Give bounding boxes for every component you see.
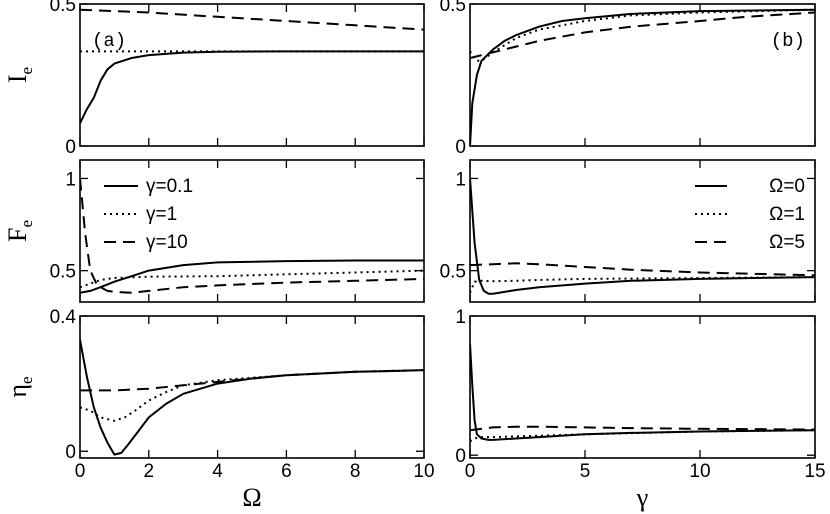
panel-label: (b) (771, 30, 805, 52)
x-axis-label: γ (636, 483, 649, 512)
x-tick-label: 10 (689, 461, 710, 482)
legend-label: Ω=0 (769, 176, 805, 197)
x-tick-label: 0 (465, 461, 476, 482)
y-axis-label-subscript: e (17, 376, 36, 384)
panel-eta-vs-Omega: 0 2 4 6 8 10 0 0.4 ηe Ω (3, 307, 435, 512)
y-axis-label: ηe (3, 376, 36, 397)
x-tick-label: 4 (212, 461, 223, 482)
series-line-solid (470, 178, 815, 295)
x-tick-label: 15 (804, 461, 825, 482)
plot-frame (469, 159, 816, 303)
y-tick-label: 0.4 (50, 307, 77, 328)
y-tick-label: 1 (65, 169, 76, 190)
series-line-dotted (80, 269, 424, 289)
plot-frame (469, 3, 816, 147)
x-axis-label: Ω (242, 483, 261, 512)
x-tick-label: 2 (144, 461, 155, 482)
y-axis-label: Ie (3, 67, 36, 83)
legend-label: Ω=5 (769, 232, 805, 253)
y-tick-label: 1 (455, 307, 466, 328)
series-line-dotted (470, 429, 815, 443)
y-tick-label: 0 (65, 442, 76, 463)
panel-label: (a) (92, 30, 126, 52)
y-tick-label: 0 (455, 446, 466, 467)
y-axis-label-main: F (3, 228, 32, 242)
legend-label: γ=0.1 (146, 176, 193, 197)
legend-label: Ω=1 (769, 204, 805, 225)
y-tick-label: 0.5 (50, 0, 76, 16)
series-line-solid (80, 50, 424, 124)
series-line-solid (80, 339, 424, 456)
series-line-dashed (80, 8, 424, 31)
y-tick-label: 0 (455, 137, 466, 158)
y-axis-label-subscript: e (17, 220, 36, 228)
series-line-dotted (470, 8, 815, 62)
panel-Fe-vs-gamma: 0.5 1 Ω=0 Ω=1 Ω=5 (440, 159, 816, 303)
y-axis-label-main: I (3, 74, 32, 83)
y-tick-label: 0.5 (440, 0, 466, 16)
y-tick-label: 0.5 (50, 262, 76, 283)
plot-frame (79, 3, 425, 147)
series-line-dashed (80, 369, 424, 392)
x-tick-label: 8 (350, 461, 361, 482)
x-tick-label: 10 (413, 461, 434, 482)
series-line-solid (80, 259, 424, 294)
series-line-dotted (470, 276, 815, 294)
x-tick-label: 5 (580, 461, 591, 482)
plot-frame (469, 315, 816, 459)
y-tick-label: 1 (455, 169, 466, 190)
x-tick-label: 0 (75, 461, 86, 482)
legend: Ω=0 Ω=1 Ω=5 (695, 176, 805, 253)
legend-label: γ=10 (146, 232, 188, 253)
series-line-dashed (470, 262, 815, 277)
plot-frame (79, 159, 425, 303)
series-line-dashed (470, 11, 815, 59)
y-axis-label-main: η (3, 384, 32, 398)
panel-Ie-vs-Omega: 0 0.5 Ie (a) (3, 0, 425, 158)
series-line-solid (470, 8, 815, 146)
series-line-dashed (470, 425, 815, 432)
legend-label: γ=1 (146, 204, 177, 225)
y-tick-label: 0 (65, 137, 76, 158)
y-axis-label: Fe (3, 220, 36, 242)
panel-eta-vs-gamma: 0 5 10 15 0 1 γ (455, 307, 825, 512)
panel-Ie-vs-gamma: 0 0.5 (b) (440, 0, 816, 158)
plot-frame (79, 315, 425, 459)
panel-Fe-vs-Omega: 0.5 1 Fe γ=0.1 γ=1 γ=10 (3, 159, 425, 303)
x-tick-label: 6 (281, 461, 292, 482)
y-axis-label-subscript: e (17, 67, 36, 75)
legend: γ=0.1 γ=1 γ=10 (104, 176, 193, 253)
y-tick-label: 0.5 (440, 262, 466, 283)
series-line-dashed (80, 178, 424, 294)
series-line-solid (470, 343, 815, 441)
